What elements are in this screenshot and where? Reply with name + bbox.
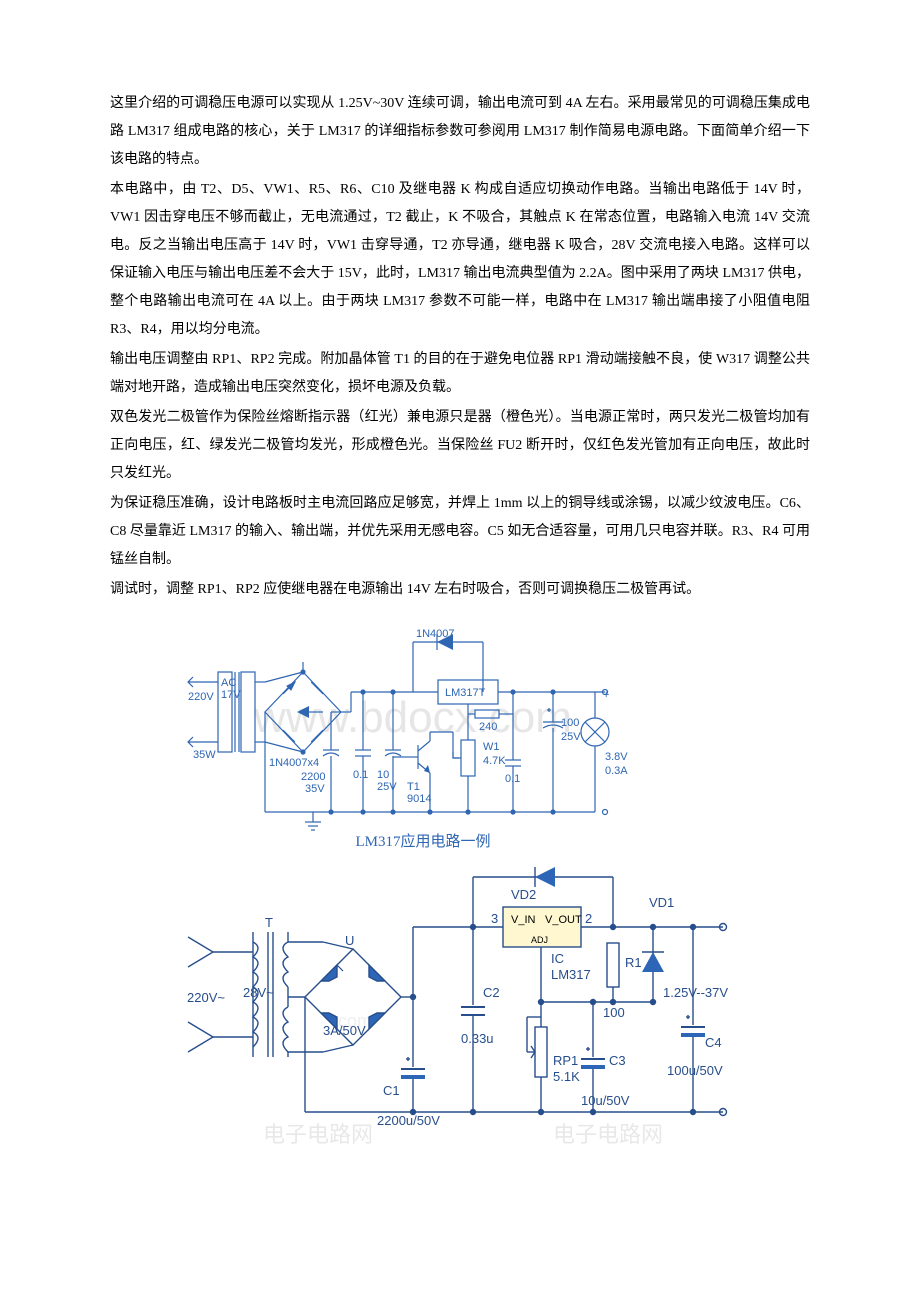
- svg-text:1.25V--37V: 1.25V--37V: [663, 985, 728, 1000]
- svg-text:28V~: 28V~: [243, 985, 274, 1000]
- svg-text:LM317T: LM317T: [445, 687, 486, 699]
- svg-text:10: 10: [377, 769, 389, 781]
- svg-text:25V: 25V: [377, 781, 397, 793]
- watermark-l: 电子电路网: [263, 1122, 373, 1147]
- svg-text:T: T: [265, 915, 273, 930]
- svg-text:+: +: [603, 689, 609, 701]
- lm317-circuit-1: www.bdocx.com 220V 35W AC 17V: [183, 622, 638, 857]
- figure-1-caption: LM317应用电路一例: [355, 832, 490, 850]
- svg-text:0.33u: 0.33u: [461, 1031, 494, 1046]
- svg-text:C4: C4: [705, 1035, 722, 1050]
- svg-text:35W: 35W: [193, 749, 216, 761]
- svg-text:0.1: 0.1: [505, 773, 520, 785]
- svg-text:2: 2: [585, 911, 592, 926]
- svg-text:35V: 35V: [305, 783, 325, 795]
- svg-text:10u/50V: 10u/50V: [581, 1093, 630, 1108]
- svg-text:9014: 9014: [407, 793, 431, 805]
- svg-text:AC: AC: [221, 677, 236, 689]
- svg-text:C2: C2: [483, 985, 500, 1000]
- watermark-r: 电子电路网: [553, 1122, 663, 1147]
- svg-text:220V~: 220V~: [187, 990, 225, 1005]
- svg-text:1N4007x4: 1N4007x4: [269, 757, 319, 769]
- watermark: www.bdocx.com: [253, 693, 572, 742]
- svg-text:17V: 17V: [221, 689, 241, 701]
- svg-text:0.3A: 0.3A: [605, 765, 628, 777]
- svg-text:RP1: RP1: [553, 1053, 578, 1068]
- svg-text:5.1K: 5.1K: [553, 1069, 580, 1084]
- svg-text:0.1: 0.1: [353, 769, 368, 781]
- svg-text:W1: W1: [483, 741, 500, 753]
- svg-text:IC: IC: [551, 951, 564, 966]
- svg-text:C3: C3: [609, 1053, 626, 1068]
- svg-text:R1: R1: [625, 955, 642, 970]
- svg-text:3: 3: [491, 911, 498, 926]
- paragraph-5: 为保证稳压准确，设计电路板时主电流回路应足够宽，并焊上 1mm 以上的铜导线或涂…: [110, 490, 810, 574]
- svg-text:3.8V: 3.8V: [605, 751, 628, 763]
- svg-text:U: U: [345, 933, 354, 948]
- svg-text:25V: 25V: [561, 731, 581, 743]
- lm317-circuit-2: 电子电路网 电子电路网 .com 220V~ T: [183, 857, 738, 1157]
- svg-text:100u/50V: 100u/50V: [667, 1063, 723, 1078]
- svg-text:ADJ: ADJ: [531, 935, 548, 945]
- svg-text:220V: 220V: [188, 691, 214, 703]
- svg-text:1N4007: 1N4007: [416, 628, 455, 640]
- paragraph-1: 这里介绍的可调稳压电源可以实现从 1.25V~30V 连续可调，输出电流可到 4…: [110, 90, 810, 174]
- paragraph-3: 输出电压调整由 RP1、RP2 完成。附加晶体管 T1 的目的在于避免电位器 R…: [110, 346, 810, 402]
- svg-text:C1: C1: [383, 1083, 400, 1098]
- svg-text:100: 100: [603, 1005, 625, 1020]
- svg-text:VD1: VD1: [649, 895, 674, 910]
- svg-text:T1: T1: [407, 781, 420, 793]
- paragraph-4: 双色发光二极管作为保险丝熔断指示器（红光）兼电源只是器（橙色光）。当电源正常时，…: [110, 404, 810, 488]
- paragraph-2: 本电路中，由 T2、D5、VW1、R5、R6、C10 及继电器 K 构成自适应切…: [110, 176, 810, 344]
- svg-text:V_OUT: V_OUT: [545, 914, 582, 926]
- svg-text:100: 100: [561, 717, 579, 729]
- svg-text:LM317: LM317: [551, 967, 591, 982]
- svg-text:2200u/50V: 2200u/50V: [377, 1113, 440, 1128]
- paragraph-6: 调试时，调整 RP1、RP2 应使继电器在电源输出 14V 左右时吸合，否则可调…: [110, 576, 810, 604]
- svg-text:3A/50V: 3A/50V: [323, 1023, 366, 1038]
- svg-text:240: 240: [479, 721, 497, 733]
- svg-text:4.7K: 4.7K: [483, 755, 506, 767]
- svg-text:VD2: VD2: [511, 887, 536, 902]
- svg-text:V_IN: V_IN: [511, 914, 536, 926]
- svg-text:2200: 2200: [301, 771, 325, 783]
